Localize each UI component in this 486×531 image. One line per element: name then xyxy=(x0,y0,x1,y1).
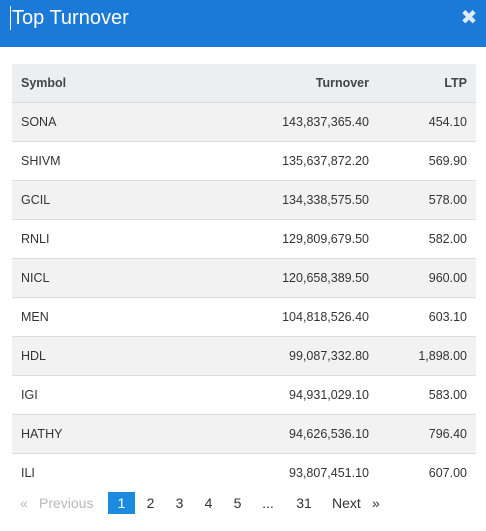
symbol-cell: RNLI xyxy=(21,231,50,246)
turnover-cell: 94,931,029.10 xyxy=(289,387,369,402)
turnover-cell: 93,807,451.10 xyxy=(289,465,369,480)
column-header-turnover[interactable]: Turnover xyxy=(315,75,369,90)
symbol-cell: GCIL xyxy=(21,192,51,207)
column-header-symbol[interactable]: Symbol xyxy=(21,75,67,90)
modal-title: Top Turnover xyxy=(10,6,129,30)
symbol-cell: IGI xyxy=(21,387,38,402)
page-button-3[interactable]: 3 xyxy=(175,495,184,511)
ltp-cell: 578.00 xyxy=(428,192,467,207)
table-row[interactable]: SONA 143,837,365.40 454.10 xyxy=(12,102,476,141)
ltp-cell: 607.00 xyxy=(428,465,467,480)
turnover-cell: 134,338,575.50 xyxy=(282,192,369,207)
turnover-cell: 135,637,872.20 xyxy=(282,153,369,168)
next-button[interactable]: Next xyxy=(332,495,361,511)
symbol-cell: ILI xyxy=(21,465,35,480)
table-row[interactable]: ILI 93,807,451.10 607.00 xyxy=(12,453,476,492)
turnover-table-container: Symbol Turnover LTP SONA 143,837,365.40 … xyxy=(12,64,476,492)
symbol-cell: MEN xyxy=(21,309,49,324)
ltp-cell: 1,898.00 xyxy=(418,348,467,363)
ltp-cell: 583.00 xyxy=(428,387,467,402)
close-icon[interactable]: ✖ xyxy=(460,7,478,29)
turnover-cell: 94,626,536.10 xyxy=(289,426,369,441)
column-header-ltp[interactable]: LTP xyxy=(444,75,467,90)
ltp-cell: 569.90 xyxy=(428,153,467,168)
turnover-cell: 129,809,679.50 xyxy=(282,231,369,246)
symbol-cell: SHIVM xyxy=(21,153,61,168)
turnover-cell: 104,818,526.40 xyxy=(282,309,369,324)
page-button-31[interactable]: 31 xyxy=(296,495,312,511)
turnover-cell: 143,837,365.40 xyxy=(282,114,369,129)
previous-button: Previous xyxy=(39,495,94,511)
table-row[interactable]: MEN 104,818,526.40 603.10 xyxy=(12,297,476,336)
previous-arrow-icon: « xyxy=(20,495,28,511)
table-row[interactable]: SHIVM 135,637,872.20 569.90 xyxy=(12,141,476,180)
modal-header: Top Turnover ✖ xyxy=(0,0,486,47)
next-arrow-icon[interactable]: » xyxy=(372,495,380,511)
table-header-row: Symbol Turnover LTP xyxy=(12,64,476,102)
table-row[interactable]: HATHY 94,626,536.10 796.40 xyxy=(12,414,476,453)
table-row[interactable]: GCIL 134,338,575.50 578.00 xyxy=(12,180,476,219)
ltp-cell: 796.40 xyxy=(428,426,467,441)
pagination-ellipsis: ... xyxy=(262,495,274,511)
ltp-cell: 454.10 xyxy=(428,114,467,129)
symbol-cell: SONA xyxy=(21,114,57,129)
table-row[interactable]: NICL 120,658,389.50 960.00 xyxy=(12,258,476,297)
turnover-cell: 120,658,389.50 xyxy=(282,270,369,285)
table-row[interactable]: HDL 99,087,332.80 1,898.00 xyxy=(12,336,476,375)
page-button-5[interactable]: 5 xyxy=(233,495,242,511)
ltp-cell: 960.00 xyxy=(428,270,467,285)
page-button-4[interactable]: 4 xyxy=(204,495,213,511)
turnover-table: Symbol Turnover LTP SONA 143,837,365.40 … xyxy=(12,64,476,492)
pagination: « Previous 1 2 3 4 5 ... 31 Next » xyxy=(12,492,476,516)
table-row[interactable]: IGI 94,931,029.10 583.00 xyxy=(12,375,476,414)
ltp-cell: 603.10 xyxy=(428,309,467,324)
page-button-1[interactable]: 1 xyxy=(108,492,135,514)
symbol-cell: NICL xyxy=(21,270,50,285)
ltp-cell: 582.00 xyxy=(428,231,467,246)
page-button-2[interactable]: 2 xyxy=(146,495,155,511)
symbol-cell: HATHY xyxy=(21,426,63,441)
symbol-cell: HDL xyxy=(21,348,47,363)
table-row[interactable]: RNLI 129,809,679.50 582.00 xyxy=(12,219,476,258)
turnover-cell: 99,087,332.80 xyxy=(289,348,369,363)
